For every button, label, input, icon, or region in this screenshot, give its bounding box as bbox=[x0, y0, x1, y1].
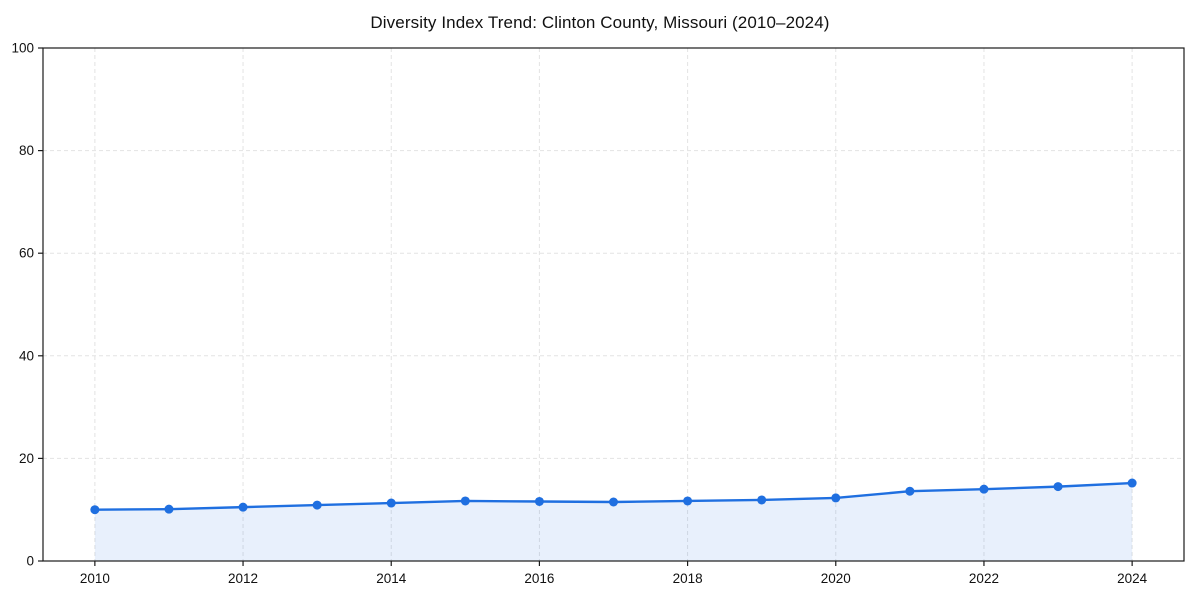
data-point bbox=[238, 502, 248, 512]
x-tick-label: 2014 bbox=[376, 571, 407, 586]
data-point bbox=[609, 497, 618, 507]
y-tick-label: 80 bbox=[19, 143, 34, 158]
x-tick-label: 2010 bbox=[80, 571, 110, 586]
x-tick-label: 2024 bbox=[1117, 571, 1148, 586]
x-tick-label: 2022 bbox=[969, 571, 999, 586]
data-point bbox=[1053, 482, 1063, 492]
data-point bbox=[683, 496, 693, 506]
data-point bbox=[386, 498, 396, 508]
chart-title: Diversity Index Trend: Clinton County, M… bbox=[370, 13, 830, 32]
data-point bbox=[905, 486, 915, 496]
data-point bbox=[757, 495, 767, 505]
data-point bbox=[164, 504, 174, 514]
x-tick-label: 2016 bbox=[524, 571, 554, 586]
data-point bbox=[312, 500, 322, 510]
data-point bbox=[90, 505, 100, 515]
data-point bbox=[831, 493, 841, 503]
y-tick-label: 60 bbox=[19, 246, 34, 261]
y-tick-label: 100 bbox=[11, 41, 34, 56]
y-tick-label: 40 bbox=[19, 348, 34, 363]
data-point bbox=[460, 496, 470, 506]
area-fill bbox=[94, 483, 1133, 561]
data-point bbox=[979, 484, 989, 494]
x-tick-label: 2012 bbox=[228, 571, 258, 586]
data-point bbox=[1127, 478, 1137, 488]
data-point bbox=[534, 496, 544, 506]
x-tick-label: 2018 bbox=[673, 571, 703, 586]
x-tick-label: 2020 bbox=[821, 571, 851, 586]
y-tick-label: 20 bbox=[19, 451, 34, 466]
y-tick-label: 0 bbox=[26, 554, 34, 569]
plot-border bbox=[42, 47, 1185, 562]
